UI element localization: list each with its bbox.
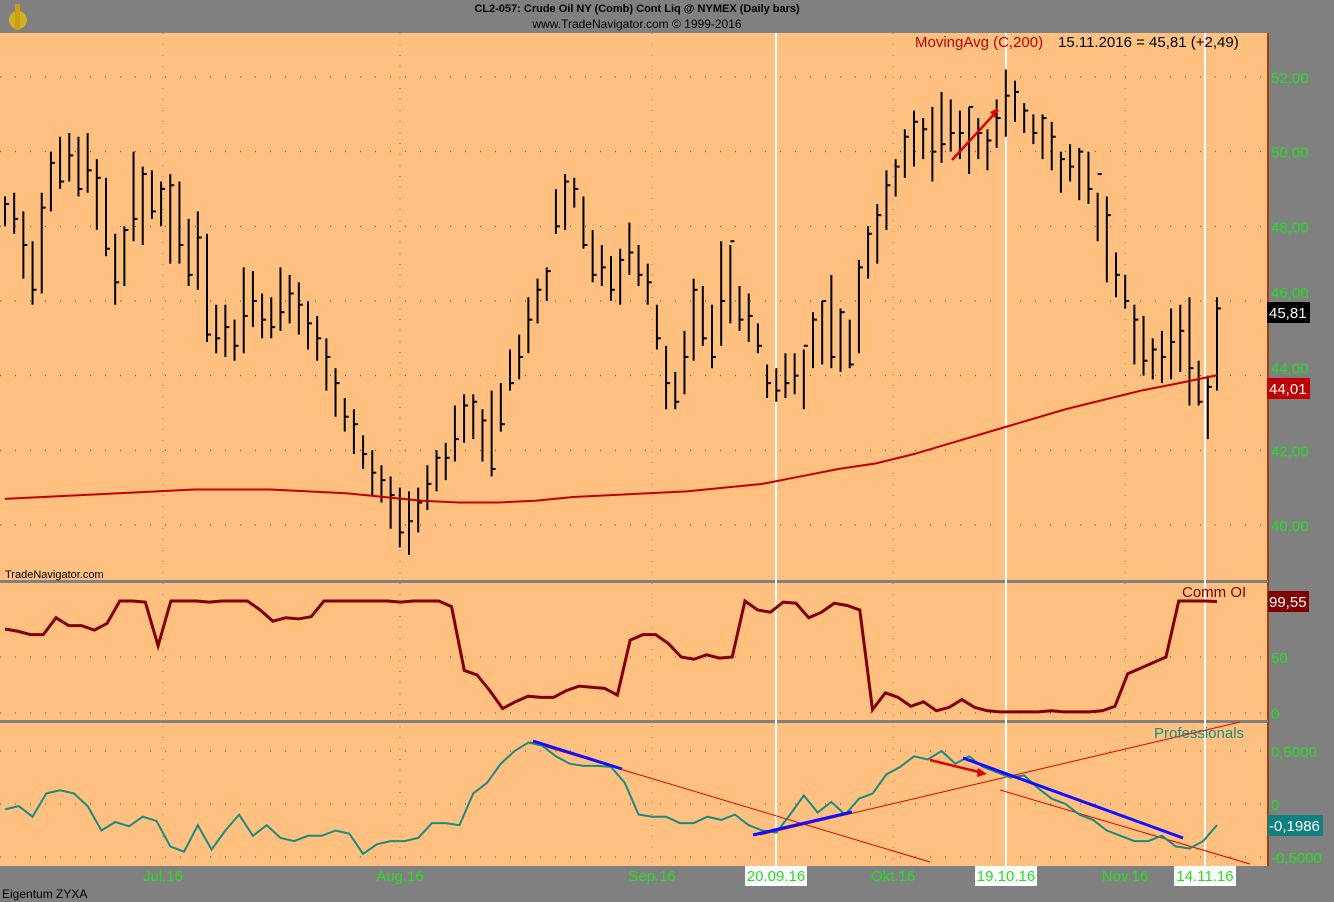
chart-subtitle: www.TradeNavigator.com © 1999-2016	[532, 17, 742, 31]
x-tick-label: Jul.16	[143, 868, 183, 885]
plot-background	[0, 33, 1268, 866]
y-tick-label: 50,00	[1271, 145, 1309, 162]
x-tick-label: Aug.16	[376, 868, 424, 885]
arrow-head	[990, 108, 998, 118]
pane-divider	[0, 580, 1268, 583]
moving-average-line	[4, 374, 1218, 504]
annotation-arrow	[929, 758, 984, 775]
y-tick-label: 40,00	[1271, 518, 1309, 535]
blue-trendline	[532, 739, 623, 771]
chart-title: CL2-057: Crude Oil NY (Comb) Cont Liq @ …	[474, 3, 800, 15]
date-marker-box	[975, 866, 1037, 886]
x-tick-label: 20.09.16	[747, 868, 805, 885]
ma-legend: MovingAvg (C,200)	[915, 34, 1043, 51]
prof-value-label: -0,1986	[1269, 818, 1320, 835]
date-marker-box	[745, 866, 807, 886]
y-tick-label: 46,00	[1271, 285, 1309, 302]
ma-legend-value: 15.11.2016 = 45,81 (+2,49)	[1058, 34, 1239, 51]
y-tick-label: 0,5000	[1271, 744, 1317, 761]
x-tick-label: 14.11.16	[1176, 868, 1233, 885]
y-tick-label: 52,00	[1271, 70, 1309, 87]
marker-lines	[775, 33, 1206, 866]
y-tick-label: 0	[1271, 797, 1279, 814]
blue-trendline	[752, 810, 853, 837]
y-tick-label: 50	[1271, 650, 1288, 667]
prof-value-badge	[1268, 815, 1323, 836]
comm-oi-line	[4, 598, 1218, 714]
professionals-title: Professionals	[1154, 725, 1244, 742]
owner-label: Eigentum ZYXA	[2, 887, 87, 901]
ma-value-badge	[1267, 378, 1310, 399]
pane-divider	[0, 720, 1268, 723]
last-price-badge	[1267, 302, 1310, 323]
arrow-head	[977, 768, 987, 777]
watermark: TradeNavigator.com	[5, 569, 104, 581]
y-tick-label: 48,00	[1271, 219, 1309, 236]
y-tick-label: 44,00	[1271, 361, 1309, 378]
ma-value-label: 44,01	[1269, 381, 1307, 398]
y-tick-label: 0	[1271, 706, 1279, 723]
price-bars	[4, 69, 1221, 555]
blue-trendline	[962, 756, 1184, 840]
annotation-arrow	[951, 109, 999, 161]
x-tick-label: 19.10.16	[977, 868, 1035, 885]
x-tick-label: Nov.16	[1102, 868, 1148, 885]
x-tick-label: Sep.16	[628, 868, 676, 885]
trendline	[999, 789, 1251, 865]
y-tick-label: 42,00	[1271, 443, 1309, 460]
y-tick-label: -0,5000	[1271, 850, 1322, 867]
date-marker-box	[1174, 866, 1236, 886]
last-price-label: 45,81	[1269, 305, 1307, 322]
comm-value-label: 99,55	[1269, 594, 1307, 611]
comm-value-badge	[1268, 591, 1309, 612]
x-tick-label: Okt.16	[871, 868, 915, 885]
logo-icon	[9, 4, 27, 30]
comm-oi-title: Comm OI	[1182, 584, 1246, 601]
